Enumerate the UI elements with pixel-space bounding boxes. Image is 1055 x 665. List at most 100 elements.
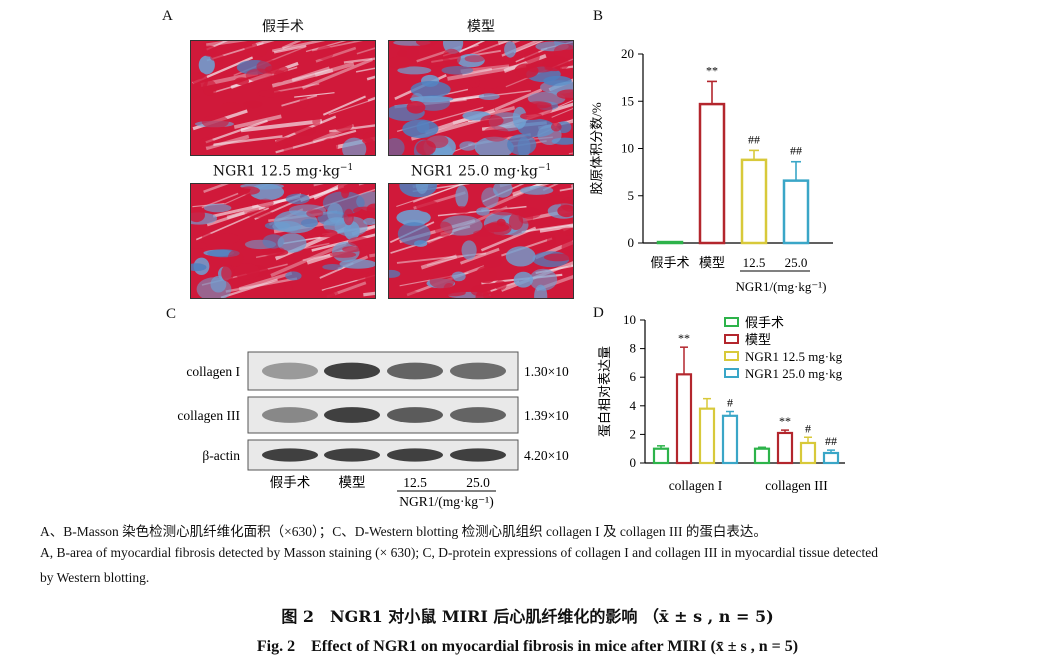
figure-title-en: Fig. 2 Effect of NGR1 on myocardial fibr… bbox=[256, 638, 799, 655]
fibre-streak bbox=[251, 41, 286, 48]
muscle-cell bbox=[191, 93, 200, 100]
bar bbox=[776, 431, 794, 465]
collagen-patch bbox=[301, 218, 319, 228]
collagen-patch bbox=[397, 66, 432, 75]
fibre-streak bbox=[192, 56, 254, 85]
muscle-cell bbox=[320, 288, 339, 298]
muscle-cell bbox=[544, 65, 563, 72]
collagen-patch bbox=[474, 136, 514, 155]
fibre-streak bbox=[459, 247, 500, 265]
protein-band bbox=[262, 407, 318, 423]
fibre-streak bbox=[343, 55, 375, 64]
category-label: 25.0 bbox=[785, 255, 808, 270]
muscle-cell bbox=[201, 232, 214, 240]
significance-mark: # bbox=[727, 396, 733, 410]
muscle-cell bbox=[434, 221, 453, 237]
muscle-cell bbox=[191, 72, 205, 80]
significance-mark: ## bbox=[748, 132, 760, 146]
caption-cn: A、B-Masson 染色检测心肌纤维化面积（×630）；C、D-Western… bbox=[40, 524, 767, 539]
fibre-streak bbox=[521, 223, 573, 233]
bar bbox=[698, 102, 726, 245]
bar bbox=[822, 451, 840, 465]
collagen-patch bbox=[334, 216, 368, 237]
muscle-cell bbox=[389, 56, 413, 69]
blot-row-label: collagen III bbox=[177, 408, 240, 423]
fibre-streak bbox=[206, 41, 245, 51]
collagen-patch bbox=[459, 141, 477, 151]
muscle-cell bbox=[257, 198, 274, 208]
muscle-cell bbox=[442, 48, 461, 67]
legend-swatch bbox=[724, 317, 739, 327]
significance-mark: ## bbox=[825, 434, 837, 448]
fibre-streak bbox=[447, 63, 527, 81]
collagen-patch bbox=[342, 137, 367, 155]
bar bbox=[652, 447, 670, 465]
muscle-cell bbox=[494, 280, 507, 291]
muscle-cell bbox=[416, 140, 436, 155]
fibre-streak bbox=[206, 211, 245, 227]
muscle-cell bbox=[284, 282, 293, 298]
blot-row-label: β-actin bbox=[202, 448, 240, 463]
panel-b-letter: B bbox=[593, 8, 604, 24]
y-tick-label: 10 bbox=[623, 312, 636, 327]
muscle-cell bbox=[483, 126, 510, 142]
muscle-cell bbox=[480, 114, 504, 127]
collagen-patch bbox=[285, 193, 310, 205]
collagen-patch bbox=[476, 207, 490, 216]
muscle-cell bbox=[561, 239, 573, 256]
significance-mark: ** bbox=[779, 414, 791, 428]
muscle-cell bbox=[553, 43, 573, 59]
collagen-volume-chart: 0 5 10 15 20 胶原体积分数/% 假手术 ** 模型 ## 12.5 ## 25.0 NGR1/… bbox=[589, 46, 833, 294]
protein-band bbox=[262, 448, 318, 462]
collagen-patch bbox=[203, 203, 232, 213]
legend-label: NGR1 12.5 mg·kg bbox=[745, 349, 843, 364]
fibre-streak bbox=[462, 67, 493, 76]
panel-a-letter: A bbox=[162, 8, 173, 24]
protein-band bbox=[324, 362, 380, 380]
label-ngr1-high: NGR1 25.0 mg·kg−1 bbox=[388, 163, 574, 180]
muscle-cell bbox=[470, 284, 491, 297]
muscle-cell bbox=[243, 100, 263, 109]
fibre-streak bbox=[272, 41, 359, 53]
molecular-size: 1.30×10 bbox=[524, 364, 569, 379]
muscle-cell bbox=[406, 101, 426, 114]
muscle-cell bbox=[293, 126, 316, 136]
muscle-cell bbox=[201, 115, 229, 129]
x-axis-label: NGR1/(mg·kg⁻¹) bbox=[736, 279, 827, 294]
lane-label: 假手术 bbox=[270, 475, 311, 490]
label-ngr1-low-text: NGR1 12.5 mg·kg bbox=[212, 163, 340, 180]
fibre-streak bbox=[513, 41, 573, 54]
bar bbox=[675, 373, 693, 465]
category-label: 假手术 bbox=[650, 255, 689, 270]
y-axis-label: 蛋白相对表达量 bbox=[597, 346, 612, 437]
muscle-cell bbox=[416, 200, 440, 213]
y-tick-label: 8 bbox=[630, 341, 637, 356]
bar bbox=[753, 447, 771, 465]
muscle-cell bbox=[199, 137, 215, 147]
muscle-cell bbox=[475, 265, 497, 284]
y-tick-label: 0 bbox=[628, 235, 635, 250]
muscle-cell bbox=[362, 131, 375, 145]
group-label: collagen I bbox=[669, 478, 723, 493]
protein-band bbox=[387, 407, 443, 423]
histology-image-ngr1-low bbox=[190, 183, 376, 299]
muscle-cell bbox=[329, 251, 357, 258]
fibre-streak bbox=[203, 184, 254, 193]
significance-mark: ## bbox=[790, 144, 802, 158]
fibre-streak bbox=[220, 278, 278, 298]
bar bbox=[721, 414, 739, 465]
figure-title-cn: 图 2 NGR1 对小鼠 MIRI 后心肌纤维化的影响 （x̄ ± s , n … bbox=[281, 607, 774, 626]
protein-band bbox=[450, 448, 506, 462]
bar bbox=[656, 240, 684, 245]
collagen-patch bbox=[285, 271, 302, 281]
muscle-cell bbox=[397, 50, 409, 57]
fibre-streak bbox=[271, 68, 334, 88]
muscle-cell bbox=[216, 233, 240, 244]
category-label: 12.5 bbox=[743, 255, 766, 270]
muscle-cell bbox=[314, 229, 338, 238]
fibre-streak bbox=[294, 92, 335, 98]
collagen-patch bbox=[512, 106, 527, 129]
y-tick-label: 20 bbox=[621, 46, 634, 61]
muscle-cell bbox=[545, 149, 563, 155]
